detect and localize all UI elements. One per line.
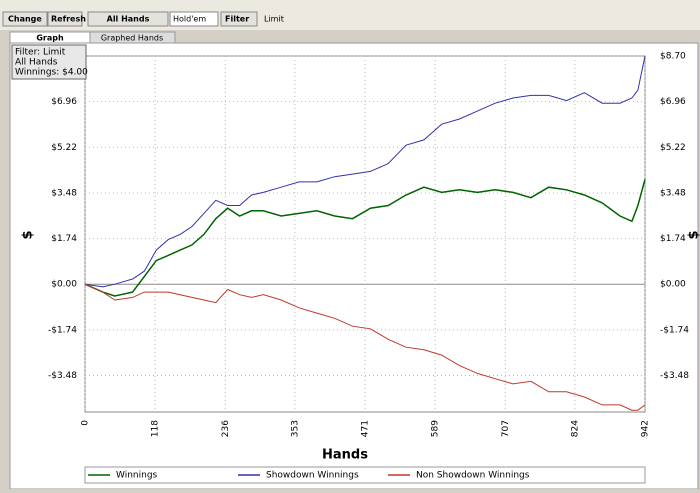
mode-label: Limit: [264, 15, 284, 24]
y-tick-label: -$3.48: [48, 371, 77, 381]
x-axis-title: Hands: [322, 448, 368, 463]
x-tick-label: 589: [431, 420, 441, 437]
y-tick-label: -$1.74: [660, 325, 689, 335]
x-tick-label: 0: [81, 420, 91, 426]
filter-label: Filter: [225, 15, 249, 24]
y-axis-title: $: [687, 230, 700, 239]
filter-line: Winnings: $4.00: [15, 68, 88, 78]
all-hands-label: All Hands: [107, 15, 150, 24]
x-tick-label: 942: [641, 420, 651, 437]
y-tick-label: $5.22: [660, 143, 686, 153]
legend-label: Winnings: [116, 471, 158, 481]
y-tick-label: $0.00: [51, 280, 77, 290]
tab-label: Graphed Hands: [101, 34, 163, 43]
legend: [85, 467, 645, 483]
x-tick-label: 118: [151, 420, 161, 437]
y-tick-label: $3.48: [51, 188, 77, 198]
filter-line: Filter: Limit: [15, 48, 66, 58]
y-axis-title: $: [21, 230, 36, 239]
x-tick-label: 236: [221, 420, 231, 437]
x-tick-label: 707: [501, 420, 511, 437]
tab-label: Graph: [36, 34, 64, 43]
y-tick-label: $6.96: [51, 97, 77, 107]
y-tick-label: $3.48: [660, 188, 686, 198]
y-tick-label: $8.70: [660, 52, 686, 62]
change-label: Change: [8, 15, 42, 24]
game-label: Hold'em: [173, 15, 206, 24]
legend-label: Non Showdown Winnings: [416, 471, 530, 481]
y-tick-label: $5.22: [51, 143, 77, 153]
x-tick-label: 824: [570, 420, 580, 437]
y-tick-label: $1.74: [51, 234, 77, 244]
y-tick-label: -$1.74: [48, 325, 77, 335]
y-tick-label: $6.96: [660, 97, 686, 107]
refresh-label: Refresh: [51, 15, 86, 24]
x-tick-label: 471: [361, 420, 371, 437]
x-tick-label: 353: [290, 420, 300, 437]
legend-label: Showdown Winnings: [266, 471, 359, 481]
y-tick-label: $1.74: [660, 234, 686, 244]
filter-line: All Hands: [15, 58, 58, 68]
y-tick-label: $0.00: [660, 280, 686, 290]
y-tick-label: -$3.48: [660, 371, 689, 381]
chart-panel: [10, 43, 698, 489]
